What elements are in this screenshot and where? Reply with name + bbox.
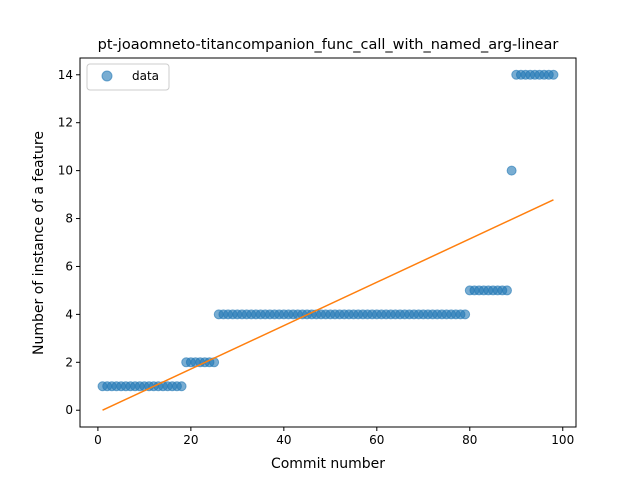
plot-area bbox=[97, 69, 559, 411]
y-tick-label: 12 bbox=[58, 116, 73, 130]
fit-line bbox=[102, 199, 554, 411]
y-tick-label: 8 bbox=[65, 212, 73, 226]
data-point bbox=[548, 69, 559, 80]
y-tick-label: 4 bbox=[65, 307, 73, 321]
y-tick-label: 10 bbox=[58, 164, 73, 178]
x-tick-label: 0 bbox=[94, 433, 102, 447]
y-axis-label: Number of instance of a feature bbox=[31, 131, 47, 355]
axes-frame bbox=[79, 57, 577, 428]
legend-marker-data bbox=[101, 70, 113, 82]
x-axis-label: Commit number bbox=[271, 456, 385, 472]
data-point bbox=[460, 309, 471, 320]
x-tick-label: 80 bbox=[462, 433, 477, 447]
data-point bbox=[501, 285, 512, 296]
legend-label-data: data bbox=[132, 69, 159, 83]
x-tick-label: 100 bbox=[551, 433, 574, 447]
data-point bbox=[506, 165, 517, 176]
chart-title: pt-joaomneto-titancompanion_func_call_wi… bbox=[98, 37, 559, 53]
y-tick-label: 14 bbox=[58, 68, 73, 82]
axes: 0 20 40 60 80 100 0 2 4 6 8 10 12 14 bbox=[58, 57, 577, 447]
x-tick-label: 40 bbox=[276, 433, 291, 447]
legend: data bbox=[86, 63, 170, 91]
y-tick-label: 0 bbox=[65, 403, 73, 417]
legend-box bbox=[86, 63, 170, 91]
x-tick-label: 20 bbox=[183, 433, 198, 447]
y-tick-label: 2 bbox=[65, 355, 73, 369]
x-tick-label: 60 bbox=[369, 433, 384, 447]
data-point bbox=[176, 381, 187, 392]
y-tick-label: 6 bbox=[65, 259, 73, 273]
